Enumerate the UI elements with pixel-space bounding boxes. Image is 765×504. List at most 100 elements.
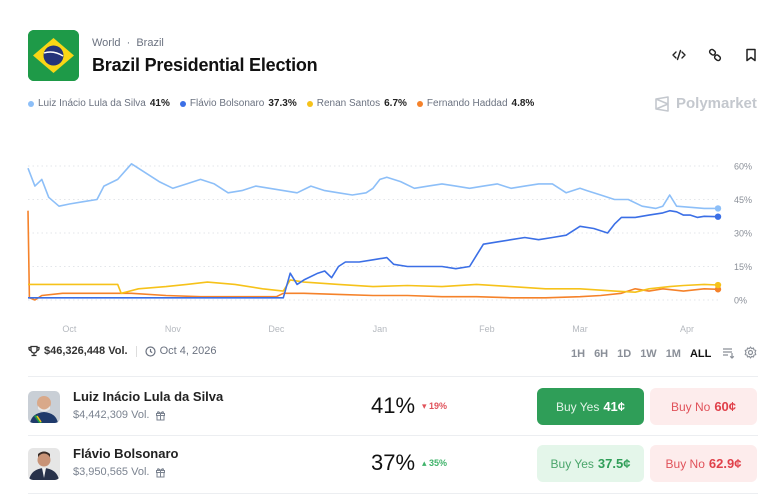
legend-label: Fernando Haddad [426, 98, 508, 109]
buy-no-button[interactable]: Buy No 62.9¢ [650, 445, 757, 482]
legend-dot-icon [306, 100, 313, 107]
legend-item-bolsonaro: Flávio Bolsonaro 37.3% [179, 98, 297, 109]
avatar-lula [28, 391, 60, 423]
settings-gear-icon[interactable] [744, 346, 757, 362]
price-chart-svg: 0% 15% 30% 45% 60% Oct Nov Dec Jan Feb Mar Apr [27, 162, 752, 334]
time-range-selector: 1H 6H 1D 1W 1M ALL [571, 346, 757, 362]
series-line-fernando-haddad [27, 210, 719, 301]
y-tick-label: 45% [734, 195, 752, 205]
bookmark-icon[interactable] [742, 46, 760, 64]
x-tick-label: Nov [165, 324, 182, 334]
x-tick-label: Mar [572, 324, 588, 334]
price-chart[interactable]: 0% 15% 30% 45% 60% Oct Nov Dec Jan Feb Mar Apr [0, 140, 765, 340]
range-1m[interactable]: 1M [665, 348, 681, 360]
buy-no-price: 62.9¢ [708, 456, 742, 471]
legend-item-haddad: Fernando Haddad 4.8% [416, 98, 535, 109]
y-tick-label: 15% [734, 262, 752, 272]
series-end-point [714, 205, 722, 212]
end-date-text: Oct 4, 2026 [159, 345, 217, 357]
y-tick-label: 0% [734, 296, 747, 306]
total-volume: $46,326,448 Vol. [28, 345, 128, 357]
avatar-bolsonaro [28, 448, 60, 480]
outcome-percent: 41% [371, 393, 416, 418]
filter-list-icon[interactable] [722, 347, 735, 362]
caret-up-icon: ▴ [422, 458, 427, 468]
series-end-point [714, 281, 722, 289]
y-tick-label: 60% [734, 162, 752, 172]
breadcrumb-separator: · [126, 37, 131, 49]
buy-yes-price: 37.5¢ [597, 456, 631, 471]
x-tick-label: Jan [373, 324, 388, 334]
series-line-renan-santos [28, 279, 719, 295]
link-icon[interactable] [706, 46, 724, 64]
series-line-fl-vio-bolsonaro [28, 209, 719, 299]
candidate-volume-text: $4,442,309 Vol. [73, 409, 150, 421]
divider [28, 376, 758, 377]
buy-no-button[interactable]: Buy No 60¢ [650, 388, 757, 425]
legend-value: 37.3% [268, 98, 297, 109]
range-1d[interactable]: 1D [617, 348, 632, 360]
legend-dot-icon [416, 100, 423, 107]
x-tick-label: Oct [62, 324, 77, 334]
page-title: Brazil Presidential Election [92, 55, 318, 75]
series-end-point [714, 213, 722, 220]
buy-no-label: Buy No [665, 456, 705, 471]
x-tick-label: Dec [268, 324, 285, 334]
x-tick-label: Feb [479, 324, 495, 334]
candidate-name[interactable]: Luiz Inácio Lula da Silva [73, 389, 224, 404]
breadcrumb-brazil[interactable]: Brazil [136, 37, 164, 49]
clock-icon [144, 345, 156, 357]
buy-no-label: Buy No [670, 399, 711, 414]
range-all[interactable]: ALL [689, 348, 712, 360]
buy-yes-label: Buy Yes [550, 456, 594, 471]
candidate-name[interactable]: Flávio Bolsonaro [73, 446, 179, 461]
divider [28, 493, 758, 494]
range-1w[interactable]: 1W [640, 348, 657, 360]
candidate-volume: $3,950,565 Vol. [73, 466, 166, 478]
brazil-flag-icon [28, 30, 79, 81]
divider [135, 345, 137, 357]
breadcrumb: World · Brazil [92, 37, 164, 49]
gift-icon[interactable] [155, 410, 166, 421]
series-line-luiz-in-cio-lula-da-silva [27, 162, 718, 210]
polymarket-logo-icon [655, 95, 669, 112]
legend-item-lula: Luiz Inácio Lula da Silva 41% [28, 98, 170, 109]
breadcrumb-world[interactable]: World [92, 37, 121, 49]
divider [28, 435, 758, 436]
legend-label: Renan Santos [316, 98, 381, 109]
legend-item-santos: Renan Santos 6.7% [306, 98, 407, 109]
outcome-change-text: 19% [429, 401, 448, 411]
outcome-change: ▴ 35% [422, 458, 447, 469]
legend-value: 4.8% [511, 98, 535, 109]
legend-label: Flávio Bolsonaro [189, 98, 265, 109]
legend-label: Luiz Inácio Lula da Silva [38, 98, 146, 109]
brand-name: Polymarket [676, 95, 757, 112]
x-tick-label: Apr [680, 324, 694, 334]
buy-yes-button[interactable]: Buy Yes 41¢ [537, 388, 644, 425]
range-6h[interactable]: 6H [594, 348, 609, 360]
trophy-icon [28, 345, 40, 357]
embed-icon[interactable] [670, 46, 688, 64]
polymarket-logo: Polymarket [654, 95, 757, 112]
total-volume-text: $46,326,448 Vol. [44, 345, 128, 357]
buy-yes-button[interactable]: Buy Yes 37.5¢ [537, 445, 644, 482]
outcome-change-text: 35% [429, 458, 448, 468]
legend-dot-icon [179, 100, 186, 107]
chart-legend: Luiz Inácio Lula da Silva 41% Flávio Bol… [28, 98, 534, 109]
outcome-row-bolsonaro[interactable]: Flávio Bolsonaro $3,950,565 Vol. 37% ▴ 3… [28, 437, 758, 493]
legend-value: 6.7% [384, 98, 407, 109]
outcome-row-lula[interactable]: Luiz Inácio Lula da Silva $4,442,309 Vol… [28, 380, 758, 436]
candidate-volume: $4,442,309 Vol. [73, 409, 166, 421]
end-date: Oct 4, 2026 [144, 345, 217, 357]
gift-icon[interactable] [155, 467, 166, 478]
caret-down-icon: ▾ [422, 401, 427, 411]
outcome-change: ▾ 19% [422, 401, 447, 412]
buy-no-price: 60¢ [714, 399, 737, 414]
legend-dot-icon [28, 100, 34, 107]
buy-yes-price: 41¢ [603, 399, 626, 414]
legend-value: 41% [149, 98, 170, 109]
outcome-percent: 37% [371, 450, 416, 475]
range-1h[interactable]: 1H [571, 348, 586, 360]
candidate-volume-text: $3,950,565 Vol. [73, 466, 150, 478]
y-tick-label: 30% [734, 229, 752, 239]
